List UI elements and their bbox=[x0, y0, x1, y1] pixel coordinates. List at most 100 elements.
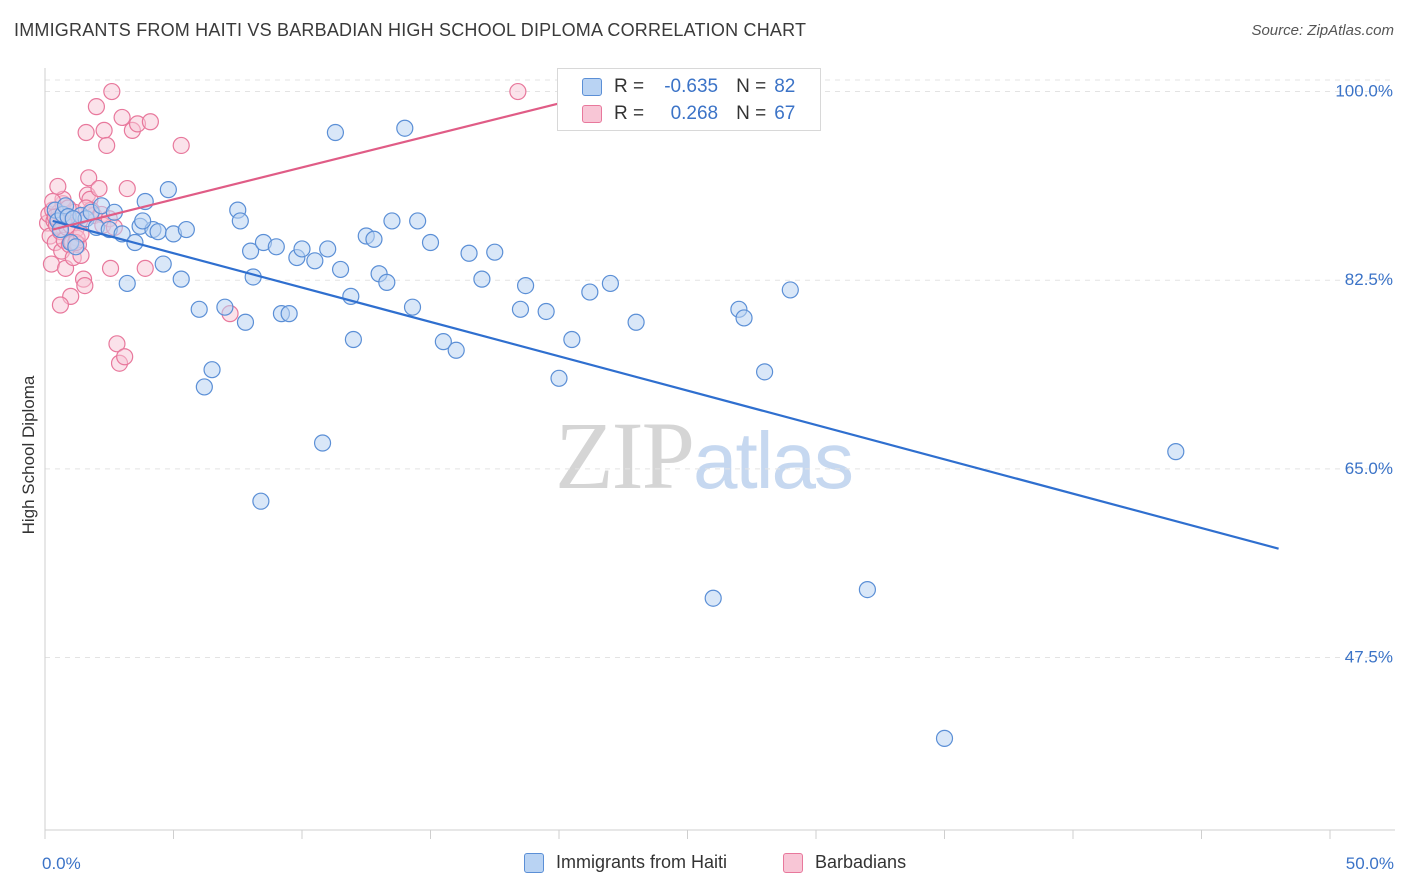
n-value: 82 bbox=[774, 76, 796, 97]
haiti-point bbox=[177, 220, 195, 239]
haiti-points bbox=[46, 119, 1185, 747]
r-value: 0.268 bbox=[670, 103, 719, 124]
barbadians-point bbox=[51, 296, 70, 314]
barbadians-point bbox=[103, 82, 121, 101]
haiti-point bbox=[537, 302, 555, 321]
haiti-point bbox=[563, 330, 581, 349]
haiti-point bbox=[159, 181, 177, 199]
haiti-point bbox=[473, 270, 491, 288]
watermark: ZIPatlas bbox=[555, 400, 854, 511]
axes bbox=[44, 68, 1395, 839]
chart-title: IMMIGRANTS FROM HAITI VS BARBADIAN HIGH … bbox=[14, 20, 807, 40]
haiti-point bbox=[396, 119, 414, 137]
haiti-point bbox=[319, 240, 337, 258]
barbadians-point bbox=[49, 177, 67, 196]
haiti-point bbox=[511, 300, 530, 318]
haiti-point bbox=[190, 300, 208, 318]
haiti-point bbox=[858, 581, 877, 599]
barbadians-point bbox=[80, 169, 98, 187]
haiti-point bbox=[149, 223, 167, 241]
haiti-point bbox=[172, 270, 190, 288]
haiti-point bbox=[550, 369, 568, 387]
n-label: N = bbox=[736, 76, 767, 97]
haiti-point bbox=[434, 333, 452, 351]
legend-label-haiti: Immigrants from Haiti bbox=[556, 852, 728, 872]
barbadians-point bbox=[95, 121, 113, 139]
haiti-point bbox=[216, 298, 234, 316]
haiti-point bbox=[67, 238, 85, 256]
y-tick-label: 82.5% bbox=[1345, 270, 1393, 289]
haiti-point bbox=[460, 244, 478, 262]
haiti-point bbox=[409, 212, 427, 230]
legend-label-barbadians: Barbadians bbox=[815, 852, 907, 872]
haiti-point bbox=[306, 252, 324, 270]
y-tick-label: 65.0% bbox=[1345, 459, 1393, 478]
haiti-point bbox=[755, 363, 774, 381]
haiti-point bbox=[267, 238, 285, 256]
barbadians-legend-swatch bbox=[783, 852, 803, 873]
grid-lines bbox=[45, 79, 1395, 659]
barbadians-point bbox=[108, 335, 126, 353]
barbadians-point bbox=[141, 113, 159, 131]
barbadians-point bbox=[77, 123, 95, 142]
watermark-zip: ZIP bbox=[555, 402, 695, 509]
haiti-point bbox=[581, 283, 599, 301]
barbadians-point bbox=[98, 136, 116, 155]
barbadians-point bbox=[76, 277, 94, 295]
barbadians-point bbox=[136, 259, 154, 277]
tick-labels: 47.5% 65.0% 82.5% 100.0% 0.0% 50.0% bbox=[42, 82, 1394, 873]
haiti-point bbox=[252, 492, 270, 510]
barbadians-swatch bbox=[582, 105, 602, 123]
haiti-point bbox=[421, 233, 440, 252]
x-tick-label-max: 50.0% bbox=[1346, 854, 1394, 873]
haiti-point bbox=[378, 273, 396, 291]
haiti-point bbox=[195, 378, 213, 396]
stats-legend: R = -0.635 N = 82 R = 0.268 N = 67 bbox=[557, 68, 821, 131]
barbadians-point bbox=[101, 259, 120, 277]
haiti-point bbox=[313, 434, 332, 452]
haiti-trend-line bbox=[52, 219, 1279, 550]
haiti-point bbox=[486, 243, 504, 261]
n-label: N = bbox=[736, 103, 767, 124]
r-label: R = bbox=[614, 103, 645, 124]
legend-item-barbadians[interactable]: Barbadians bbox=[783, 852, 906, 873]
stats-row-barbadians: R = 0.268 N = 67 bbox=[558, 100, 795, 128]
haiti-point bbox=[735, 309, 753, 327]
y-axis-label: High School Diploma bbox=[19, 375, 38, 534]
haiti-point bbox=[293, 240, 311, 258]
haiti-point bbox=[601, 274, 620, 293]
haiti-point bbox=[403, 298, 422, 316]
haiti-point bbox=[280, 305, 298, 323]
haiti-point bbox=[326, 123, 345, 142]
haiti-point bbox=[331, 260, 350, 279]
haiti-point bbox=[627, 313, 645, 331]
haiti-point bbox=[383, 212, 401, 230]
haiti-point bbox=[1167, 443, 1185, 461]
source-label: Source: ZipAtlas.com bbox=[1251, 22, 1394, 39]
barbadians-point bbox=[172, 136, 190, 155]
r-label: R = bbox=[614, 76, 645, 97]
barbadians-trend-line bbox=[52, 102, 560, 231]
barbadians-point bbox=[113, 108, 131, 127]
haiti-point bbox=[242, 242, 260, 260]
haiti-point bbox=[935, 729, 954, 747]
haiti-legend-swatch bbox=[524, 852, 544, 873]
haiti-point bbox=[344, 330, 362, 349]
barbadians-point bbox=[87, 98, 106, 116]
haiti-point bbox=[516, 277, 535, 295]
y-tick-label: 47.5% bbox=[1345, 648, 1393, 667]
barbadians-point bbox=[42, 255, 61, 273]
n-value: 67 bbox=[774, 103, 796, 124]
haiti-point bbox=[134, 212, 152, 230]
x-tick-label-min: 0.0% bbox=[42, 854, 81, 873]
haiti-point bbox=[781, 281, 799, 299]
trend-lines bbox=[52, 102, 1279, 550]
haiti-point bbox=[447, 341, 465, 359]
barbadians-point bbox=[509, 82, 527, 101]
legend-item-haiti[interactable]: Immigrants from Haiti bbox=[524, 852, 727, 873]
haiti-point bbox=[236, 313, 255, 331]
haiti-point bbox=[118, 274, 136, 293]
y-tick-label: 100.0% bbox=[1335, 82, 1393, 101]
r-value: -0.635 bbox=[664, 76, 719, 97]
